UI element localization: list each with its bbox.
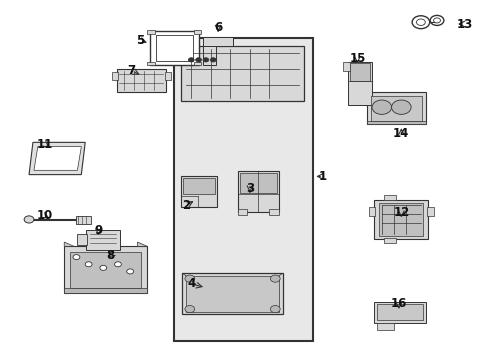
Polygon shape [377,323,394,330]
Polygon shape [34,147,81,170]
Bar [181,45,304,101]
Circle shape [392,100,411,114]
Circle shape [270,275,280,282]
Text: 15: 15 [349,51,366,64]
Bar [86,230,121,250]
Polygon shape [64,242,74,246]
Bar [379,203,423,235]
Circle shape [185,306,195,313]
Text: 4: 4 [187,278,196,291]
Circle shape [196,58,201,62]
Bar [165,72,171,80]
Circle shape [115,262,122,267]
Bar [194,30,201,34]
Circle shape [100,265,107,270]
Circle shape [73,255,80,260]
Bar [350,63,369,81]
Bar [77,234,87,244]
Bar [238,171,279,212]
Bar [377,304,423,320]
Bar [368,207,375,216]
Bar [203,37,233,45]
Bar [76,216,91,224]
Bar [150,31,198,65]
Bar [70,252,142,288]
Polygon shape [138,242,147,246]
Bar [240,173,277,193]
Bar [180,176,217,207]
Bar [64,246,147,293]
Bar [384,238,396,243]
Polygon shape [29,142,85,175]
Circle shape [24,216,34,223]
Circle shape [85,262,92,267]
Bar [186,276,279,312]
Text: 13: 13 [457,18,473,31]
Bar [194,62,201,65]
Bar [427,207,434,216]
Bar [367,92,426,125]
Text: 2: 2 [182,199,191,212]
Text: 9: 9 [94,224,102,237]
Text: 14: 14 [393,127,410,140]
Text: 11: 11 [37,138,53,150]
Bar [117,69,166,92]
Circle shape [270,306,280,313]
Bar [147,30,155,34]
Text: 7: 7 [127,64,136,77]
Bar [112,72,118,80]
Bar [343,62,350,71]
Circle shape [188,58,194,62]
Text: 8: 8 [106,249,115,262]
Text: 12: 12 [393,206,410,219]
Text: 5: 5 [136,33,144,47]
Text: 10: 10 [37,210,53,222]
Bar [384,195,396,201]
Bar [238,209,247,215]
Bar [182,273,283,315]
Circle shape [127,269,134,274]
Bar [270,209,279,215]
Text: 6: 6 [214,21,222,34]
Bar [174,39,314,341]
Circle shape [416,19,425,26]
Bar [367,121,426,125]
Bar [156,36,193,61]
Text: 1: 1 [319,170,327,183]
Bar [347,62,372,105]
Text: 16: 16 [391,297,407,310]
Bar [371,96,422,121]
Bar [183,178,215,194]
Circle shape [185,275,195,282]
Circle shape [210,58,216,62]
Bar [147,62,155,65]
Bar [203,45,216,65]
Bar [64,288,147,293]
Circle shape [372,100,392,114]
Bar [374,302,426,323]
Circle shape [203,58,209,62]
Circle shape [434,18,441,23]
Text: 3: 3 [246,183,254,195]
Bar [374,200,428,239]
Circle shape [412,16,430,29]
Circle shape [430,15,444,26]
